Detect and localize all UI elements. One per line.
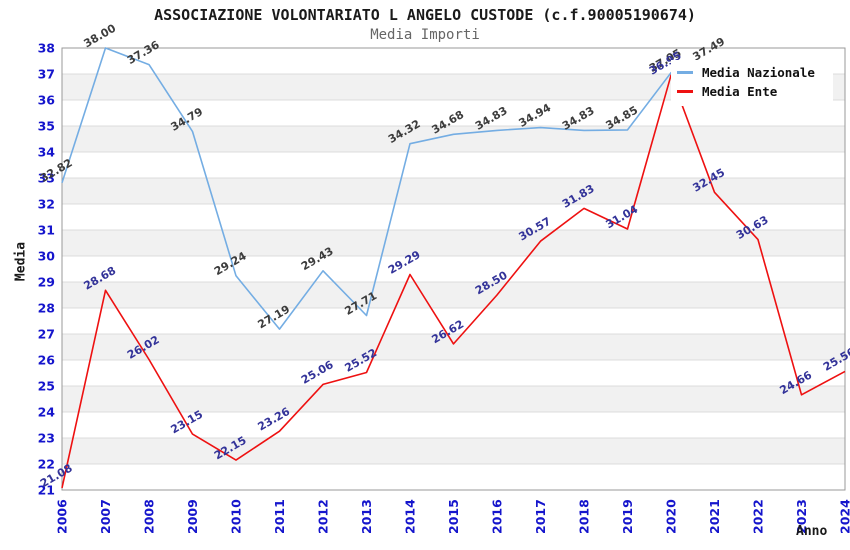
chart-legend: Media Nazionale Media Ente [671, 60, 833, 106]
media-nazionale-line-swatch-icon [677, 71, 693, 74]
x-tick-label: 2017 [533, 499, 548, 534]
chart-title: ASSOCIAZIONE VOLONTARIATO L ANGELO CUSTO… [154, 6, 696, 24]
x-tick-label: 2011 [272, 499, 287, 534]
series-line-media-nazionale [61, 47, 715, 330]
series-line-media-ente [61, 74, 846, 489]
y-tick-label: 31 [38, 223, 55, 238]
grid-band [62, 386, 845, 412]
x-tick-label: 2012 [316, 499, 331, 534]
legend-item-media-ente: Media Ente [677, 82, 829, 101]
x-tick-label: 2014 [403, 499, 418, 534]
x-axis-title: Anno [796, 524, 828, 539]
y-tick-label: 25 [38, 379, 55, 394]
x-tick-label: 2023 [794, 499, 809, 534]
y-tick-label: 36 [38, 93, 56, 108]
y-tick-label: 26 [38, 353, 56, 368]
y-tick-label: 37 [38, 67, 55, 82]
x-tick-label: 2024 [838, 499, 850, 534]
x-tick-label: 2006 [55, 499, 70, 534]
x-tick-label: 2022 [751, 499, 766, 534]
x-tick-label: 2013 [359, 499, 374, 534]
y-tick-label: 38 [38, 41, 55, 56]
x-tick-label: 2007 [98, 499, 113, 534]
x-tick-label: 2015 [446, 499, 461, 534]
x-tick-label: 2021 [707, 499, 722, 534]
y-tick-label: 23 [38, 431, 55, 446]
y-tick-label: 28 [38, 301, 55, 316]
legend-label-media-nazionale: Media Nazionale [702, 65, 815, 80]
grid-band [62, 178, 845, 204]
y-tick-label: 21 [38, 483, 55, 498]
grid-band [62, 230, 845, 256]
media-ente-line-swatch-icon [677, 90, 693, 93]
plot-border [61, 47, 846, 491]
y-tick-label: 35 [38, 119, 55, 134]
x-tick-label: 2008 [142, 499, 157, 534]
grid-band [62, 334, 845, 360]
y-tick-label: 29 [38, 275, 55, 290]
x-tick-label: 2009 [185, 499, 200, 534]
y-tick-label: 24 [38, 405, 56, 420]
y-tick-label: 34 [38, 145, 56, 160]
x-tick-label: 2019 [620, 499, 635, 534]
grid-band [62, 282, 845, 308]
x-tick-label: 2010 [229, 499, 244, 534]
legend-item-media-nazionale: Media Nazionale [677, 63, 829, 82]
y-tick-label: 27 [38, 327, 55, 342]
legend-label-media-ente: Media Ente [702, 84, 778, 99]
chart-subtitle: Media Importi [370, 27, 480, 43]
y-tick-label: 30 [38, 249, 56, 264]
y-axis-title: Media [13, 241, 29, 282]
y-tick-label: 22 [38, 457, 55, 472]
x-tick-label: 2016 [490, 499, 505, 534]
x-tick-label: 2020 [664, 499, 679, 534]
y-tick-label: 32 [38, 197, 55, 212]
x-tick-label: 2018 [577, 499, 592, 534]
y-tick-label: 33 [38, 171, 55, 186]
grid-band [62, 438, 845, 464]
